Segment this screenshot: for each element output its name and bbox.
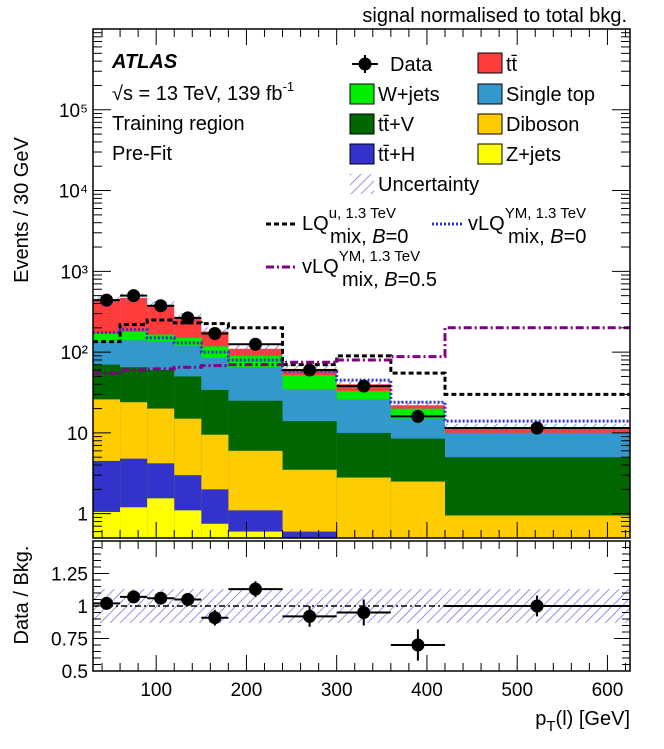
y-tick-label: 10⁵ — [59, 101, 88, 122]
signal-line-2 — [93, 328, 630, 423]
legend-signal-vlq-b0: vLQYM, 1.3 TeV mix, B=0 — [432, 205, 586, 248]
svg-text:LQu, 1.3 TeV: LQu, 1.3 TeV — [302, 205, 396, 235]
svg-text:mix, B=0: mix, B=0 — [508, 226, 586, 248]
ratio-y-tick-label: 1.25 — [51, 565, 88, 586]
legend-ttbar: tt̄ — [477, 52, 518, 76]
x-tick-label: 600 — [592, 680, 624, 701]
legend: Data tt̄ W+jets Single top tt̄+V Diboson… — [266, 52, 595, 291]
svg-text:Z+jets: Z+jets — [506, 144, 561, 166]
legend-uncertainty: Uncertainty — [350, 174, 479, 196]
legend-diboson: Diboson — [477, 113, 579, 136]
bar-zjets — [120, 507, 148, 538]
x-tick-label: 200 — [231, 680, 263, 701]
data-point — [100, 293, 114, 307]
y-axis-label-main: Events / 30 GeV — [11, 137, 33, 283]
data-point — [530, 421, 544, 435]
bar-diboson — [336, 477, 391, 538]
ratio-y-tick-label: 0.5 — [62, 662, 88, 683]
legend-ttv: tt̄+V — [349, 113, 415, 136]
ratio-y-tick-label: 1 — [77, 597, 88, 618]
atlas-label: ATLAS — [111, 51, 178, 73]
bar-zjets — [201, 523, 229, 538]
x-axis-label: pT(l) [GeV] — [535, 708, 630, 735]
ratio-point — [411, 638, 425, 652]
data-marker-icon — [358, 57, 372, 71]
y-tick-label: 10³ — [61, 262, 88, 283]
x-tick-label: 300 — [321, 680, 353, 701]
bar-zjets — [228, 531, 283, 538]
data-point — [303, 363, 317, 377]
y-tick-label: 1 — [77, 505, 88, 526]
svg-text:vLQYM, 1.3 TeV: vLQYM, 1.3 TeV — [302, 248, 420, 278]
y-axis-label-ratio: Data / Bkg. — [11, 546, 33, 645]
data-point — [357, 379, 371, 393]
data-point — [127, 289, 141, 303]
ratio-point — [530, 599, 544, 613]
bar-diboson — [444, 515, 630, 538]
svg-text:vLQYM, 1.3 TeV: vLQYM, 1.3 TeV — [468, 205, 586, 235]
svg-text:tt̄+H: tt̄+H — [378, 144, 415, 166]
bar-zjets — [174, 510, 202, 538]
bar-tth — [282, 531, 337, 538]
y-tick-label: 10² — [61, 343, 88, 364]
y-tick-label: 10 — [67, 424, 88, 445]
ratio-point — [100, 596, 114, 610]
signal-line-1 — [93, 318, 630, 396]
uncertainty-band — [390, 400, 445, 411]
ratio-point — [303, 609, 317, 623]
header-note: signal normalised to total bkg. — [362, 5, 627, 27]
ratio-point — [181, 593, 195, 606]
energy-label: √s = 13 TeV, 139 fb-1 — [112, 79, 294, 105]
ratio-point — [127, 590, 141, 604]
svg-text:Uncertainty: Uncertainty — [378, 174, 479, 196]
data-point — [411, 409, 425, 423]
legend-tth: tt̄+H — [349, 143, 415, 166]
data-point — [248, 337, 262, 351]
legend-zjets: Z+jets — [477, 143, 561, 166]
legend-data: Data — [352, 54, 433, 76]
data-point — [181, 311, 195, 325]
data-point — [208, 327, 222, 341]
ratio-y-tick-label: 0.75 — [51, 630, 88, 651]
svg-text:mix, B=0: mix, B=0 — [330, 226, 408, 248]
fit-label: Pre-Fit — [112, 143, 172, 165]
x-tick-label: 100 — [140, 680, 172, 701]
data-point — [154, 299, 168, 313]
svg-text:Data: Data — [390, 54, 433, 76]
x-tick-label: 400 — [411, 680, 443, 701]
x-tick-label: 500 — [501, 680, 533, 701]
svg-text:Single top: Single top — [506, 84, 595, 106]
ratio-point — [357, 606, 371, 619]
y-tick-label: 10⁴ — [59, 182, 88, 203]
ratio-panel: 0.5 0.75 1 1.25 100 200 300 400 500 600 — [51, 540, 631, 701]
bar-diboson — [390, 481, 445, 538]
ratio-point — [208, 611, 222, 625]
svg-text:tt̄: tt̄ — [506, 54, 518, 76]
svg-text:Diboson: Diboson — [506, 114, 579, 136]
svg-text:mix, B=0.5: mix, B=0.5 — [342, 269, 437, 291]
main-panel: 1 10 10² 10³ 10⁴ 10⁵ — [59, 28, 631, 539]
bar-diboson — [282, 469, 337, 538]
bar-zjets — [93, 511, 121, 538]
ratio-point — [154, 591, 168, 605]
legend-signal-vlq-b05: vLQYM, 1.3 TeV mix, B=0.5 — [266, 248, 437, 291]
svg-text:W+jets: W+jets — [378, 84, 440, 106]
legend-wjets: W+jets — [349, 83, 440, 106]
svg-text:tt̄+V: tt̄+V — [378, 114, 415, 136]
legend-singletop: Single top — [477, 83, 595, 106]
region-label: Training region — [112, 113, 245, 135]
ratio-point — [248, 582, 262, 596]
bar-zjets — [147, 498, 175, 538]
legend-signal-lq: LQu, 1.3 TeV mix, B=0 — [266, 205, 408, 248]
